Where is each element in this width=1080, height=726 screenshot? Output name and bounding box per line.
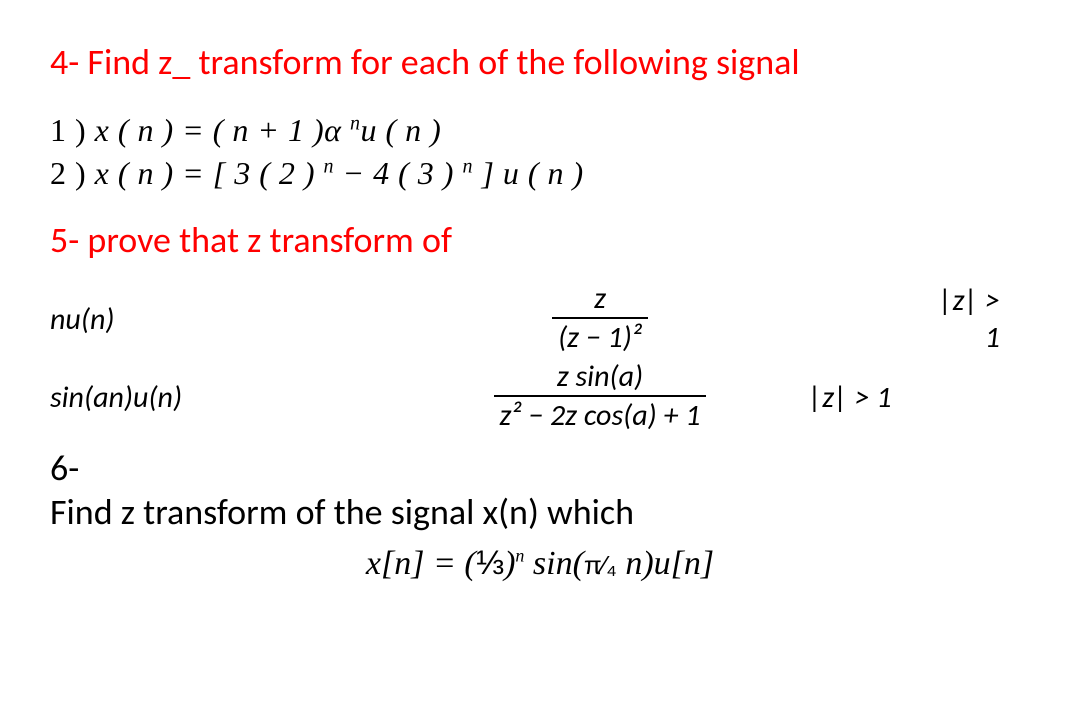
q6-eq: x[n] = (⅓)n sin(π⁄₄ n)u[n] xyxy=(50,544,1030,583)
q5-row0-frac: z (z − 1)² xyxy=(430,283,770,355)
q6-eq-lhs: x[n] = ( xyxy=(366,545,476,582)
page-root: 4- Find z_ transform for each of the fol… xyxy=(0,0,1080,726)
q6-eq-tail: n)u[n] xyxy=(617,545,714,582)
q5-row1-num: z sin(a) xyxy=(494,361,707,397)
q4-eq2-mid: − 4 ( 3 ) xyxy=(334,155,462,191)
q4-eq2-tail: ] u ( n ) xyxy=(473,155,584,191)
q4-eq1-tail: u ( n ) xyxy=(360,112,441,148)
q4-eq2: 2 ) x ( n ) = [ 3 ( 2 ) n − 4 ( 3 ) n ] … xyxy=(50,155,1030,192)
fraction: z sin(a) z² − 2z cos(a) + 1 xyxy=(494,361,707,433)
q5-table: nu(n) z (z − 1)² |z| > 1 sin(an)u(n) z s… xyxy=(50,280,1030,436)
q4-eq2-exp2: n xyxy=(462,155,473,177)
q4-eq1: 1 ) x ( n ) = ( n + 1 )α nu ( n ) xyxy=(50,112,1030,149)
q4-eq1-lhs: x ( n ) = ( n + 1 )α xyxy=(95,112,350,148)
q4-eq2-exp1: n xyxy=(324,155,335,177)
q4-eq2-lhs: x ( n ) = [ 3 ( 2 ) xyxy=(95,155,324,191)
fraction: z (z − 1)² xyxy=(552,283,648,355)
q6-eq-frac2: π⁄₄ xyxy=(584,550,617,580)
q5-row0-den: (z − 1)² xyxy=(552,319,648,356)
q5-row1-den: z² − 2z cos(a) + 1 xyxy=(494,397,707,434)
q5-row-0: nu(n) z (z − 1)² |z| > 1 xyxy=(50,280,1030,358)
q5-row1-frac: z sin(a) z² − 2z cos(a) + 1 xyxy=(430,361,770,433)
q4-heading: 4- Find z_ transform for each of the fol… xyxy=(50,40,1030,84)
q6-body: Find z transform of the signal x(n) whic… xyxy=(50,490,1030,534)
q5-row0-roc2: |z| > 1 xyxy=(930,282,1030,356)
q6-eq-mid2: sin( xyxy=(524,545,584,582)
q5-row1-left: sin(an)u(n) xyxy=(50,379,430,416)
q4-eq1-exp: n xyxy=(350,112,361,134)
q4-eq1-lead: 1 ) xyxy=(50,112,95,148)
q6-title: 6- xyxy=(50,446,1030,490)
q5-row0-num: z xyxy=(552,283,648,319)
q5-heading: 5- prove that z transform of xyxy=(50,218,1030,262)
q5-row0-left: nu(n) xyxy=(50,301,430,338)
q4-eq2-lead: 2 ) xyxy=(50,155,95,191)
q5-row1-roc1: |z| > 1 xyxy=(770,379,930,416)
q6-block: 6- Find z transform of the signal x(n) w… xyxy=(50,446,1030,583)
q5-row-1: sin(an)u(n) z sin(a) z² − 2z cos(a) + 1 … xyxy=(50,358,1030,436)
q6-eq-mid1: ) xyxy=(504,545,515,582)
q6-eq-frac1: ⅓ xyxy=(476,544,504,582)
